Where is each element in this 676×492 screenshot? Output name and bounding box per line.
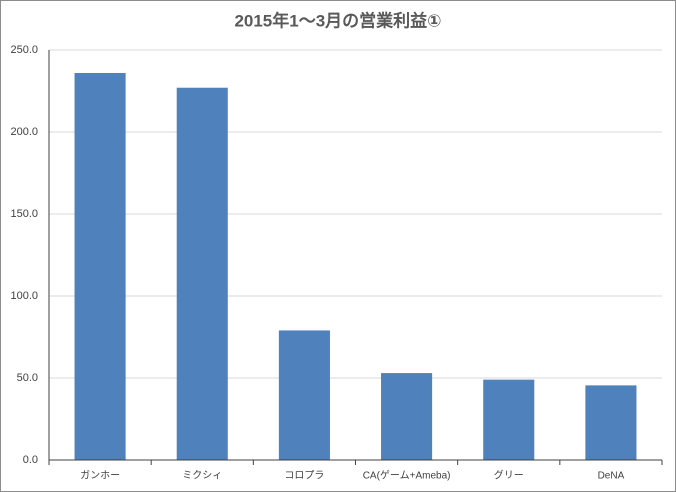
bar	[585, 385, 637, 460]
bar	[381, 373, 433, 460]
x-tick-label: グリー	[494, 469, 524, 482]
x-tick-label: ガンホー	[80, 470, 120, 482]
x-tick-label: CA(ゲーム+Ameba)	[363, 470, 451, 482]
chart-title: 2015年1～3月の営業利益①	[234, 10, 441, 30]
bar	[74, 72, 126, 461]
y-tick-label: 150.0	[10, 208, 38, 220]
bar	[176, 87, 228, 460]
y-tick-label: 50.0	[17, 372, 38, 384]
x-tick-label: DeNA	[598, 471, 625, 482]
bar	[278, 330, 330, 460]
y-tick-label: 0.0	[23, 454, 38, 466]
y-tick-label: 250.0	[10, 44, 38, 56]
x-tick-label: コロプラ	[284, 470, 324, 482]
y-tick-label: 200.0	[10, 126, 38, 138]
x-tick-label: ミクシィ	[182, 470, 222, 482]
bar	[483, 379, 535, 460]
y-tick-label: 100.0	[10, 290, 38, 302]
